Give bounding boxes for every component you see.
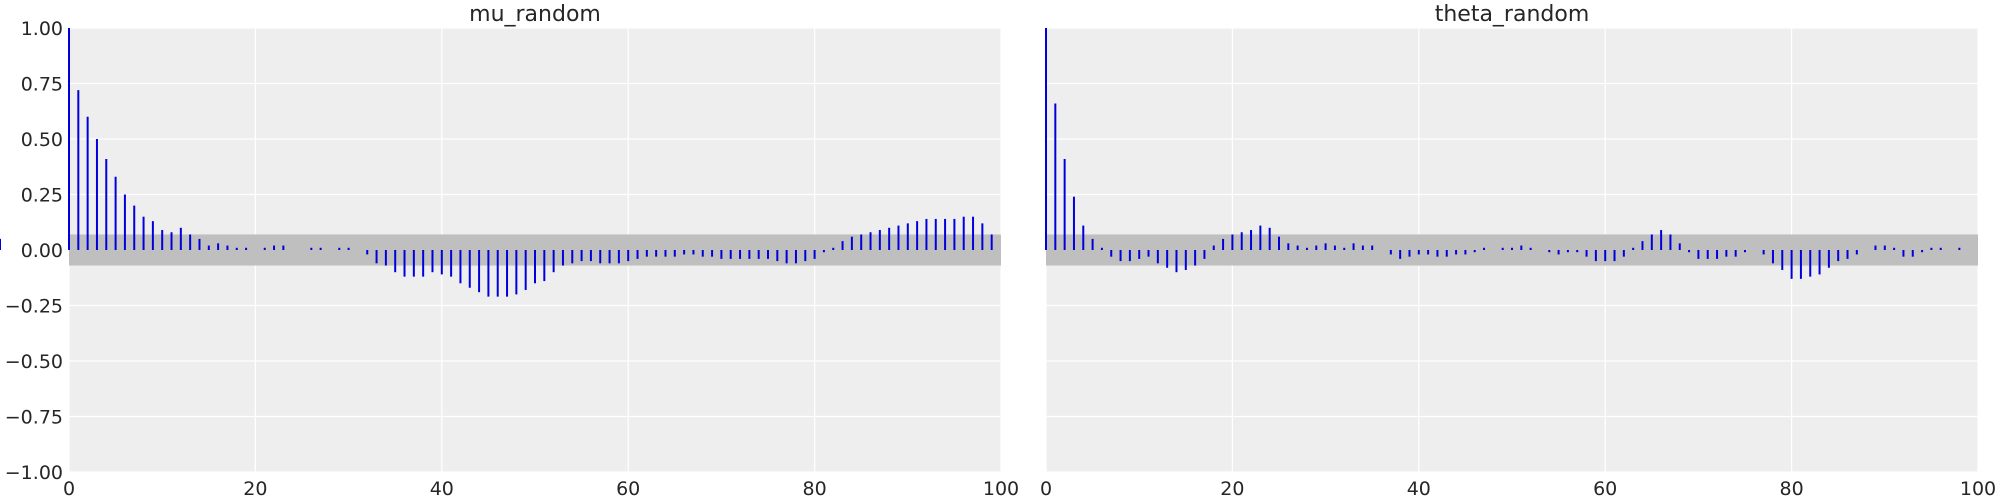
x-tick-label: 0	[1040, 478, 1052, 500]
x-tick-label: 100	[983, 478, 1019, 500]
x-tick-label: 60	[1593, 478, 1617, 500]
acf-panel-theta-random: 0 20 40 60 80 100 theta_random	[1040, 2, 1996, 500]
x-tick-labels: 0 20 40 60 80 100	[63, 478, 1019, 500]
x-tick-label: 100	[1960, 478, 1996, 500]
x-tick-label: 80	[1780, 478, 1804, 500]
acf-panel-mu-random: 1.00 0.75 0.50 0.25 0.00 −0.25 −0.50 −0.75 −1.00…	[0, 2, 1019, 500]
x-tick-label: 20	[1220, 478, 1244, 500]
x-tick-label: 60	[616, 478, 640, 500]
y-tick-label: −0.75	[5, 407, 63, 429]
chart-title: mu_random	[469, 2, 601, 27]
x-tick-labels: 0 20 40 60 80 100	[1040, 478, 1996, 500]
x-tick-label: 80	[803, 478, 827, 500]
y-tick-label: 1.00	[21, 18, 63, 40]
acf-stems	[1045, 28, 1961, 279]
chart-title: theta_random	[1435, 2, 1590, 27]
y-tick-label: −0.50	[5, 351, 63, 373]
y-tick-label: 0.50	[21, 129, 63, 151]
x-tick-label: 40	[1407, 478, 1431, 500]
x-tick-label: 40	[430, 478, 454, 500]
y-tick-label: 0.00	[21, 240, 63, 262]
y-tick-label: −1.00	[5, 462, 63, 484]
y-tick-label: 0.75	[21, 74, 63, 96]
acf-stems	[0, 28, 993, 297]
y-tick-label: −0.25	[5, 296, 63, 318]
y-tick-label: 0.25	[21, 185, 63, 207]
x-tick-label: 0	[63, 478, 75, 500]
y-tick-labels: 1.00 0.75 0.50 0.25 0.00 −0.25 −0.50 −0.75 −1.00	[5, 18, 63, 484]
x-tick-label: 20	[243, 478, 267, 500]
